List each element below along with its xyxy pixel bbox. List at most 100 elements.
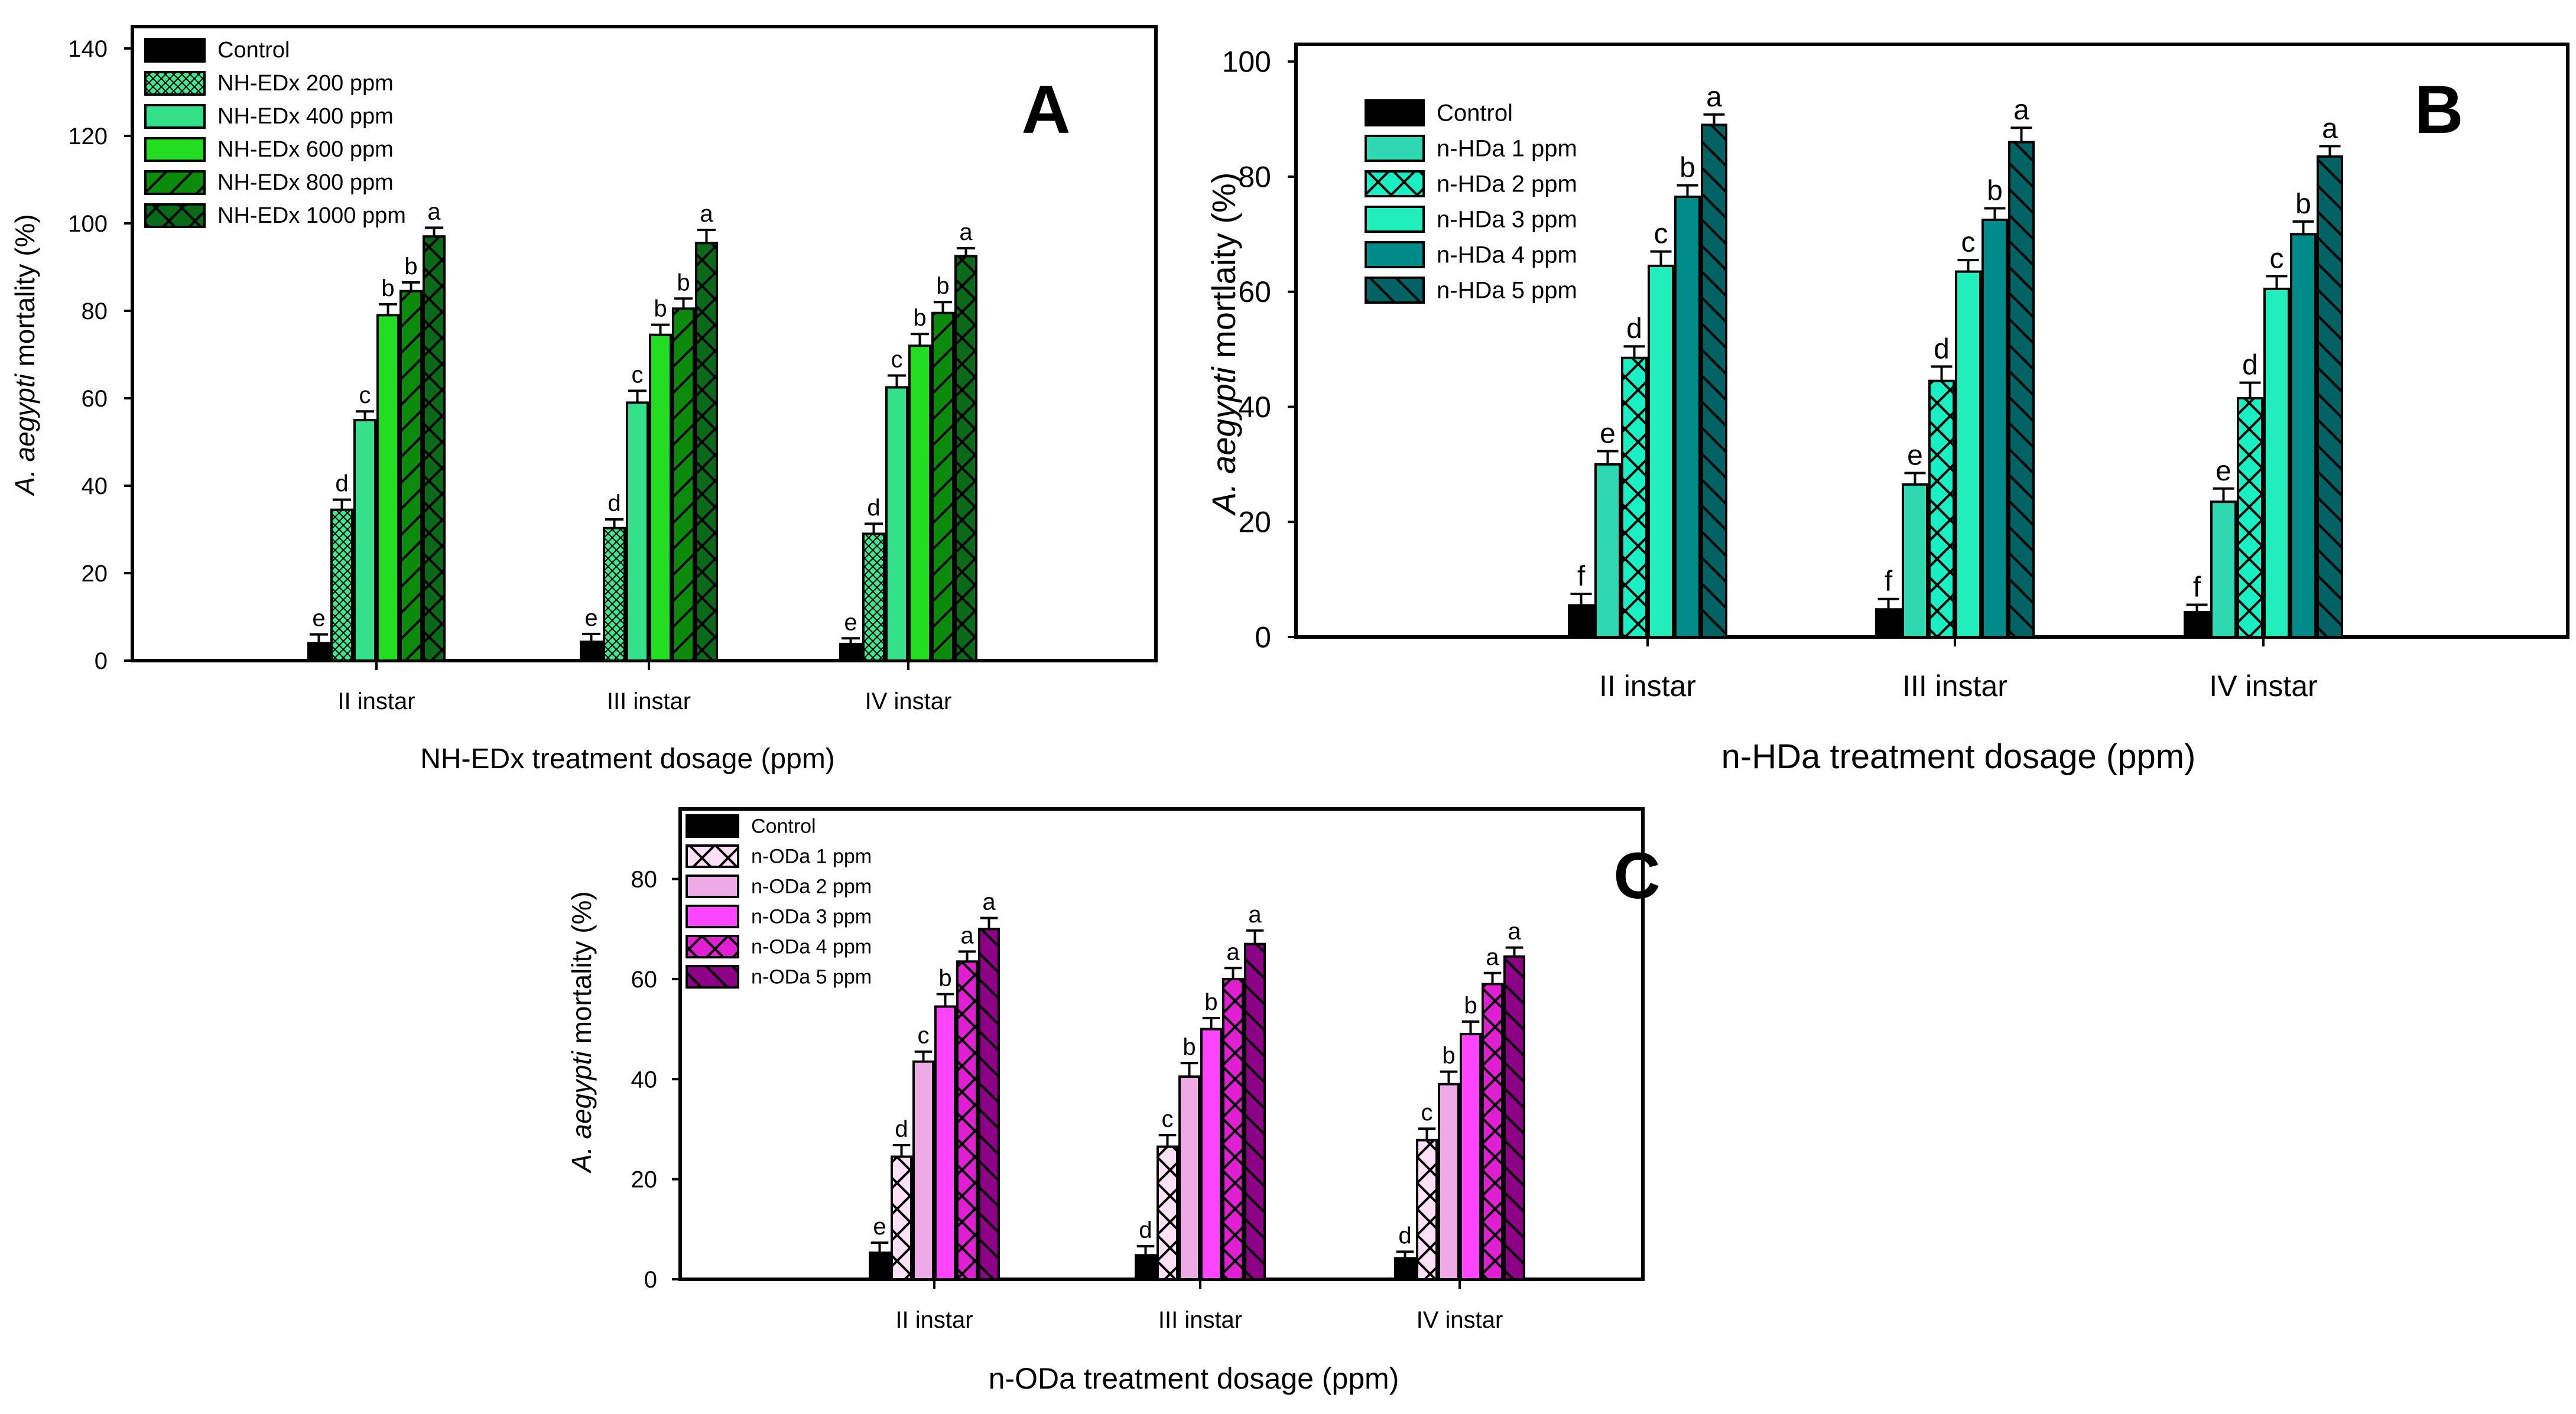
y-axis-label-species: A. aegypti: [1205, 366, 1242, 516]
error-bar: [892, 1144, 911, 1157]
bar: [869, 1252, 891, 1280]
y-axis-label: A. aegypti mortlaity (%): [1205, 173, 1242, 516]
error-bar: [870, 1241, 889, 1253]
x-axis-label: n-HDa treatment dosage (ppm): [1721, 737, 2196, 776]
error-bar: [378, 303, 398, 316]
significance-letter: e: [1907, 440, 1923, 471]
panel-letter: B: [2414, 72, 2463, 148]
y-tick-label: 60: [631, 967, 658, 993]
y-tick-label: 40: [1238, 391, 1271, 424]
bar: [1568, 604, 1594, 639]
y-tick-label: 20: [82, 561, 108, 587]
bar: [695, 242, 718, 662]
bar: [1460, 1033, 1482, 1280]
significance-letter: f: [1577, 561, 1586, 592]
legend-swatch: [144, 203, 206, 228]
bar: [1157, 1145, 1178, 1280]
bar: [1875, 608, 1902, 639]
bar: [2237, 396, 2263, 639]
x-tick-label: II instar: [895, 1307, 973, 1333]
error-bar: [2266, 275, 2288, 289]
error-bar: [1246, 929, 1264, 944]
significance-letter: c: [891, 347, 903, 373]
x-axis-label: n-ODa treatment dosage (ppm): [989, 1362, 1399, 1395]
bar: [2290, 233, 2317, 639]
significance-letter: d: [1139, 1217, 1152, 1243]
significance-letter: c: [918, 1023, 930, 1049]
error-bar: [914, 1050, 933, 1062]
error-bar: [309, 633, 329, 643]
significance-letter: e: [1600, 418, 1616, 449]
y-axis-label-species: A. aegypti: [9, 373, 40, 496]
bar: [1178, 1075, 1200, 1281]
y-tick-label: 0: [644, 1267, 657, 1293]
bar: [2008, 141, 2035, 638]
error-bar: [910, 333, 930, 346]
significance-letter: a: [427, 199, 441, 225]
y-tick-label: 0: [1255, 621, 1271, 654]
significance-letter: a: [1508, 919, 1521, 945]
bar: [1244, 942, 1266, 1280]
bar: [1981, 219, 2008, 638]
bar: [603, 526, 626, 662]
error-bar: [980, 916, 998, 929]
error-bar: [1703, 113, 1725, 125]
bar: [649, 333, 672, 662]
x-tick-label: IV instar: [865, 688, 952, 714]
legend-label: NH-EDx 200 ppm: [217, 71, 394, 96]
x-tick-label: II instar: [337, 688, 415, 714]
legend-swatch: [686, 814, 739, 838]
error-bar: [1440, 1070, 1458, 1084]
bar: [956, 960, 978, 1280]
legend-label: n-HDa 1 ppm: [1437, 135, 1577, 161]
error-bar: [2186, 603, 2208, 613]
significance-letter: a: [960, 922, 974, 948]
significance-letter: e: [844, 609, 857, 635]
significance-letter: b: [938, 965, 951, 991]
y-tick-label: 140: [68, 36, 108, 62]
significance-letter: b: [1464, 993, 1477, 1019]
y-axis-label: A. aegypti mortality (%): [566, 891, 597, 1174]
legend-swatch: [686, 844, 739, 868]
bar: [1648, 264, 1674, 638]
error-bar: [1570, 592, 1592, 606]
y-axis-label-text: mortality (%): [9, 214, 40, 374]
significance-letter: b: [654, 296, 667, 322]
error-bar: [1957, 259, 1979, 272]
significance-letter: b: [1987, 175, 2003, 207]
error-bar: [1623, 345, 1645, 358]
bar: [1200, 1028, 1222, 1280]
error-bar: [628, 389, 647, 403]
bar: [934, 1005, 956, 1281]
legend-swatch: [144, 137, 206, 162]
error-bar: [864, 522, 883, 534]
legend-label: n-ODa 3 ppm: [751, 906, 872, 928]
bar: [353, 419, 376, 662]
error-bar: [1396, 1250, 1414, 1259]
error-bar: [651, 323, 670, 335]
y-tick-label: 40: [82, 473, 108, 499]
y-tick-label: 100: [68, 211, 108, 237]
significance-letter: c: [359, 382, 371, 408]
bar: [912, 1060, 934, 1280]
bar: [1621, 356, 1648, 638]
bar: [330, 508, 353, 662]
legend-swatch: [1365, 135, 1425, 162]
legend-swatch: [144, 38, 206, 63]
x-axis-label: NH-EDx treatment dosage (ppm): [420, 743, 835, 775]
significance-letter: d: [895, 1116, 908, 1142]
error-bar: [674, 297, 693, 309]
significance-letter: b: [936, 273, 949, 299]
y-tick-label: 80: [1238, 160, 1271, 193]
bar: [839, 642, 862, 662]
significance-letter: a: [959, 219, 973, 245]
significance-letter: d: [1398, 1223, 1411, 1249]
bar: [1503, 955, 1525, 1280]
legend-label: n-ODa 5 ppm: [751, 966, 872, 989]
legend-label: n-HDa 2 ppm: [1437, 171, 1577, 197]
significance-letter: e: [312, 606, 325, 632]
